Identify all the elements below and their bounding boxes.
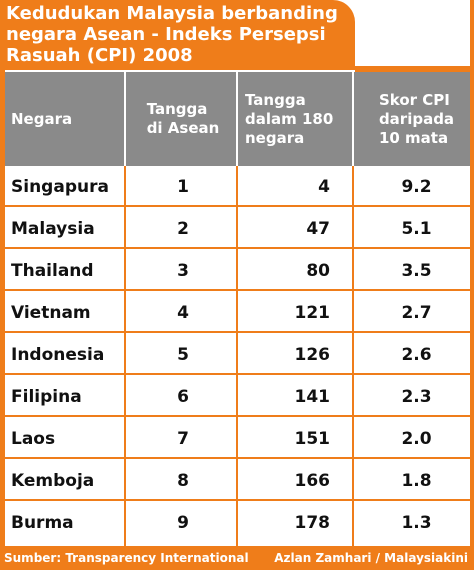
page-title: Kedudukan Malaysia berbanding negara Ase… xyxy=(6,3,351,66)
cell-tangga-180: 166 xyxy=(294,470,331,491)
author-credit: Azlan Zamhari / Malaysiakini xyxy=(274,551,468,565)
header-skor: Skor CPI daripada 10 mata xyxy=(363,72,470,166)
source-credit: Sumber: Transparency International xyxy=(4,551,249,565)
cell-tangga-180: 80 xyxy=(306,260,330,281)
cell-tangga-asean: 6 xyxy=(177,386,189,407)
title-line-2: negara Asean - Indeks Persepsi xyxy=(6,24,326,45)
cell-negara: Indonesia xyxy=(11,344,105,365)
column-divider xyxy=(236,166,238,546)
cell-tangga-180: 141 xyxy=(294,386,331,407)
cell-tangga-asean: 5 xyxy=(177,344,189,365)
cell-negara: Thailand xyxy=(11,260,94,281)
header-tangga-asean-label: Tangga di Asean xyxy=(146,100,220,137)
cell-negara: Burma xyxy=(11,512,74,533)
cell-skor: 5.1 xyxy=(401,218,432,239)
footer-bar: Sumber: Transparency International Azlan… xyxy=(0,546,474,570)
cell-tangga-asean: 4 xyxy=(177,302,189,323)
cell-skor: 3.5 xyxy=(401,260,432,281)
header-tangga-asean: Tangga di Asean xyxy=(133,72,233,166)
cell-negara: Singapura xyxy=(11,176,109,197)
border-right xyxy=(470,0,474,570)
cell-tangga-asean: 7 xyxy=(177,428,189,449)
cell-skor: 2.3 xyxy=(401,386,432,407)
cell-tangga-asean: 9 xyxy=(177,512,189,533)
cell-tangga-180: 178 xyxy=(294,512,331,533)
cell-negara: Filipina xyxy=(11,386,82,407)
cell-skor: 9.2 xyxy=(401,176,432,197)
header-tangga-180: Tangga dalam 180 negara xyxy=(245,72,350,166)
header-negara: Negara xyxy=(11,72,121,166)
cell-tangga-180: 4 xyxy=(318,176,330,197)
cell-tangga-180: 126 xyxy=(294,344,331,365)
title-line-1: Kedudukan Malaysia berbanding xyxy=(6,3,338,24)
border-left xyxy=(0,70,5,546)
cell-tangga-180: 47 xyxy=(306,218,330,239)
header-divider xyxy=(124,72,126,166)
cell-tangga-asean: 2 xyxy=(177,218,189,239)
cell-negara: Vietnam xyxy=(11,302,91,323)
cell-skor: 2.7 xyxy=(401,302,432,323)
header-negara-label: Negara xyxy=(11,109,73,128)
cell-tangga-180: 151 xyxy=(294,428,331,449)
cell-tangga-180: 121 xyxy=(294,302,331,323)
cell-negara: Laos xyxy=(11,428,56,449)
header-divider xyxy=(352,72,354,166)
table-row: Burma 9 178 1.3 xyxy=(5,502,470,543)
column-divider xyxy=(124,166,126,546)
column-divider xyxy=(352,166,354,546)
cell-skor: 2.6 xyxy=(401,344,432,365)
header-tangga-180-label: Tangga dalam 180 negara xyxy=(245,90,334,147)
header-skor-label: Skor CPI daripada 10 mata xyxy=(378,90,455,147)
title-line-3: Rasuah (CPI) 2008 xyxy=(6,45,193,66)
cell-skor: 1.3 xyxy=(401,512,432,533)
cell-tangga-asean: 8 xyxy=(177,470,189,491)
cell-tangga-asean: 3 xyxy=(177,260,189,281)
border-top xyxy=(355,66,474,72)
cell-skor: 1.8 xyxy=(401,470,432,491)
cell-tangga-asean: 1 xyxy=(177,176,189,197)
cell-negara: Malaysia xyxy=(11,218,95,239)
cell-skor: 2.0 xyxy=(401,428,432,449)
header-divider xyxy=(236,72,238,166)
cell-negara: Kemboja xyxy=(11,470,95,491)
title-banner: Kedudukan Malaysia berbanding negara Ase… xyxy=(0,0,355,70)
